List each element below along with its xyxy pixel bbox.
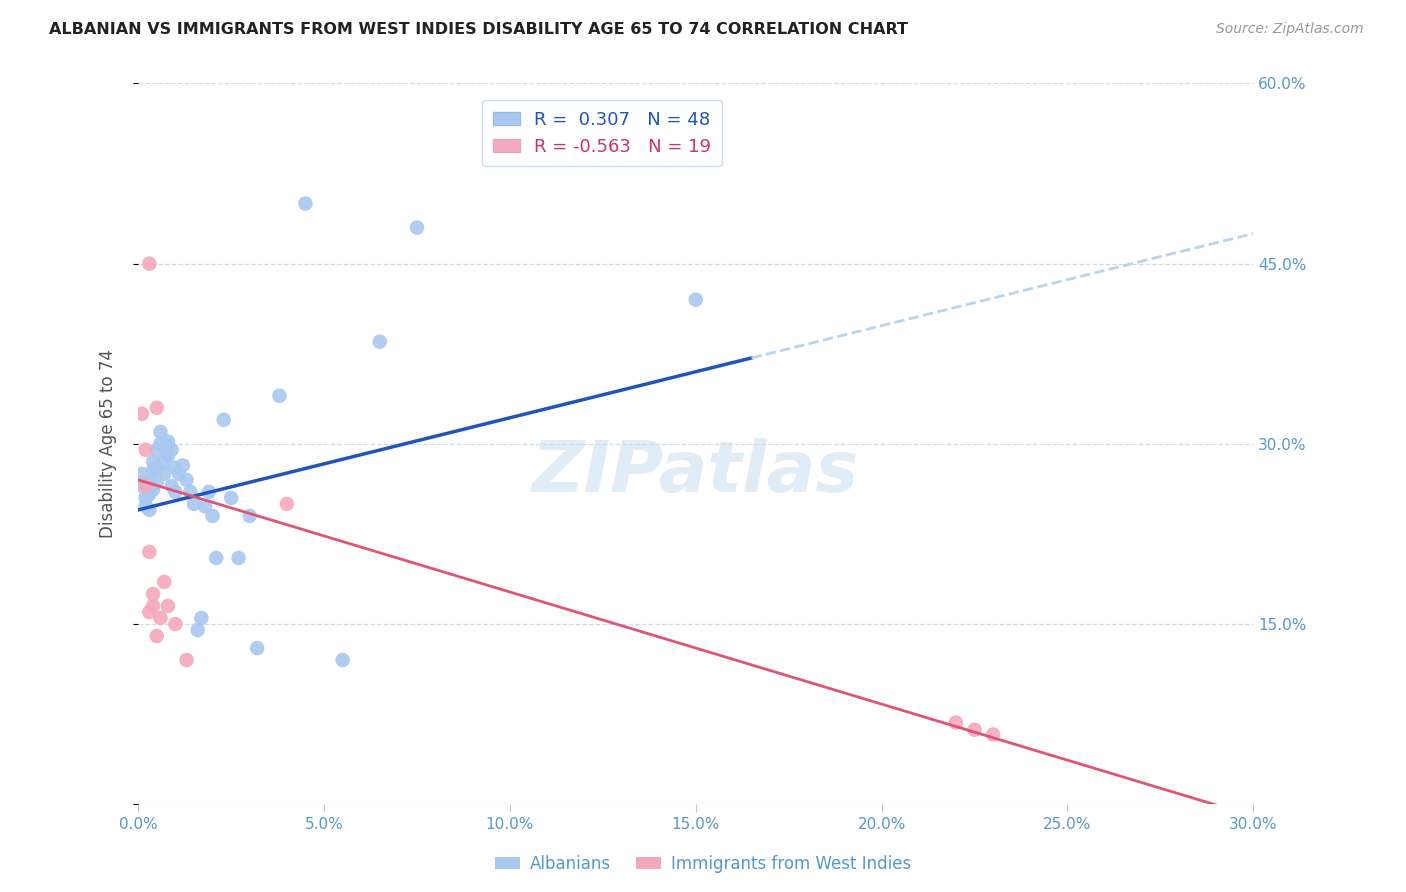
Point: [153, 455, 176, 469]
Point: [179, 484, 201, 499]
Point: [246, 641, 269, 656]
Point: [149, 425, 172, 439]
Point: [135, 442, 157, 457]
Point: [167, 467, 190, 481]
Point: [183, 497, 205, 511]
Point: [160, 442, 183, 457]
Point: [176, 653, 198, 667]
Point: [156, 434, 179, 449]
Point: [138, 545, 160, 559]
Point: [156, 449, 179, 463]
Point: [165, 484, 187, 499]
Point: [269, 389, 291, 403]
Legend: R =  0.307   N = 48, R = -0.563   N = 19: R = 0.307 N = 48, R = -0.563 N = 19: [482, 100, 721, 167]
Point: [131, 407, 153, 421]
Point: [146, 475, 169, 490]
Point: [142, 599, 165, 613]
Point: [276, 497, 298, 511]
Point: [131, 467, 153, 481]
Point: [176, 473, 198, 487]
Point: [142, 483, 165, 497]
Point: [138, 484, 160, 499]
Point: [190, 611, 212, 625]
Point: [187, 623, 209, 637]
Point: [135, 479, 157, 493]
Text: ALBANIAN VS IMMIGRANTS FROM WEST INDIES DISABILITY AGE 65 TO 74 CORRELATION CHAR: ALBANIAN VS IMMIGRANTS FROM WEST INDIES …: [49, 22, 908, 37]
Point: [135, 491, 157, 505]
Point: [138, 487, 160, 501]
Point: [239, 508, 262, 523]
Point: [142, 463, 165, 477]
Point: [146, 401, 169, 415]
Point: [135, 500, 157, 514]
Y-axis label: Disability Age 65 to 74: Disability Age 65 to 74: [100, 350, 117, 538]
Point: [131, 479, 153, 493]
Point: [160, 479, 183, 493]
Point: [146, 629, 169, 643]
Text: Source: ZipAtlas.com: Source: ZipAtlas.com: [1216, 22, 1364, 37]
Point: [146, 442, 169, 457]
Point: [138, 257, 160, 271]
Point: [981, 727, 1004, 741]
Point: [156, 439, 179, 453]
Point: [156, 599, 179, 613]
Point: [149, 437, 172, 451]
Point: [165, 460, 187, 475]
Point: [135, 475, 157, 490]
Point: [963, 723, 986, 737]
Point: [149, 611, 172, 625]
Point: [138, 473, 160, 487]
Point: [194, 500, 217, 514]
Point: [172, 458, 194, 473]
Point: [212, 413, 235, 427]
Point: [201, 508, 224, 523]
Point: [945, 715, 967, 730]
Point: [219, 491, 242, 505]
Point: [368, 334, 391, 349]
Point: [138, 605, 160, 619]
Point: [138, 503, 160, 517]
Legend: Albanians, Immigrants from West Indies: Albanians, Immigrants from West Indies: [488, 848, 918, 880]
Point: [406, 220, 429, 235]
Point: [228, 550, 250, 565]
Point: [153, 574, 176, 589]
Point: [332, 653, 354, 667]
Point: [165, 617, 187, 632]
Text: ZIPatlas: ZIPatlas: [531, 438, 859, 508]
Point: [142, 587, 165, 601]
Point: [198, 484, 221, 499]
Point: [146, 460, 169, 475]
Point: [142, 455, 165, 469]
Point: [153, 467, 176, 481]
Point: [685, 293, 707, 307]
Point: [205, 550, 228, 565]
Point: [294, 196, 316, 211]
